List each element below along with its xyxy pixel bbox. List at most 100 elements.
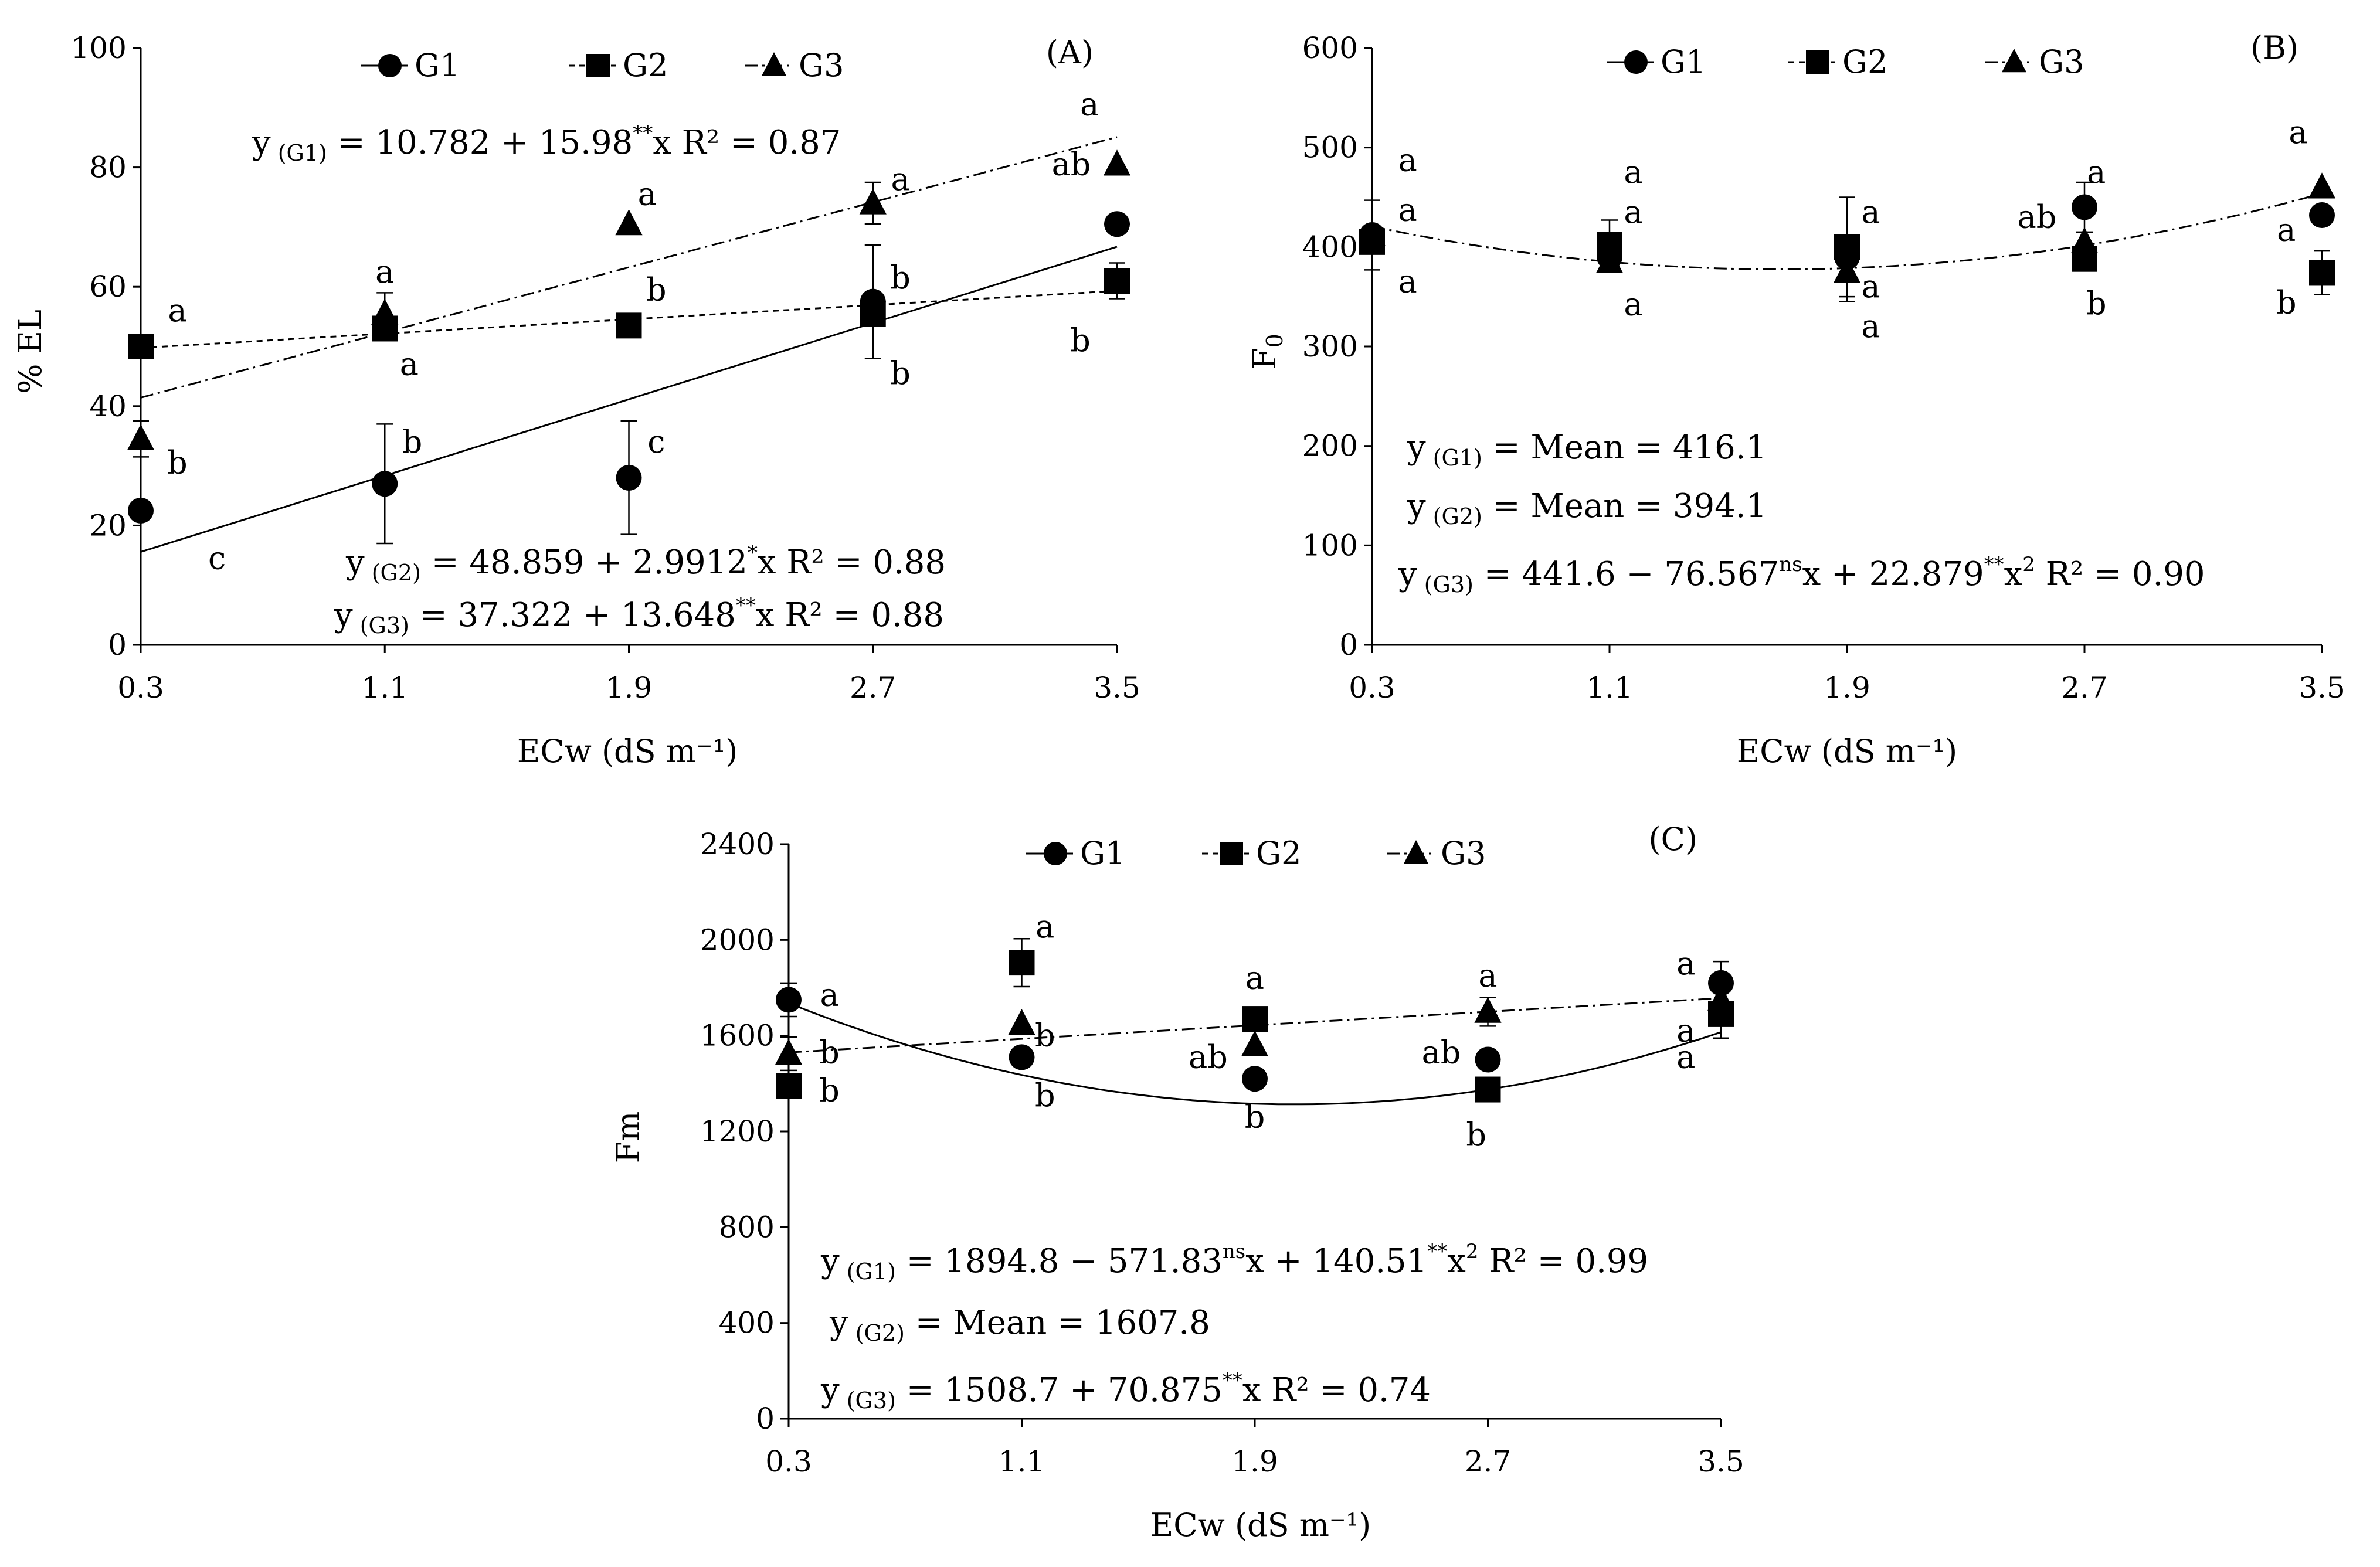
- significance-letter: a: [1676, 1038, 1695, 1075]
- legend-marker-square: [1220, 842, 1243, 865]
- data-point-g3: [1595, 247, 1624, 273]
- equation-part: = 48.859 + 2.9912: [421, 543, 748, 582]
- regression-equation-g2: y (G2) = Mean = 1607.8: [829, 1304, 1210, 1346]
- x-axis-label: ECw (dS m⁻¹): [1150, 1507, 1371, 1544]
- equation-part: 2: [1466, 1240, 1479, 1263]
- y-tick-label: 1600: [700, 1019, 775, 1053]
- significance-letter: a: [638, 175, 657, 212]
- significance-letter: b: [646, 271, 667, 308]
- data-point-g1: [1104, 211, 1130, 237]
- data-point-g2: [616, 312, 642, 339]
- equation-part: y: [820, 1242, 840, 1280]
- equation-part: x R² = 0.88: [758, 543, 946, 582]
- x-tick-label: 3.5: [1697, 1444, 1744, 1478]
- fit-line-g3: [788, 997, 1722, 1053]
- significance-letter: b: [2276, 284, 2297, 321]
- equation-part: R² = 0.99: [1479, 1242, 1649, 1280]
- equation-part: x + 22.879: [1802, 555, 1984, 593]
- data-point-g3: [2308, 172, 2336, 199]
- regression-equation-g2: y (G2) = Mean = 394.1: [1407, 487, 1767, 529]
- legend-label: G2: [623, 47, 668, 84]
- significance-letter: a: [1035, 908, 1054, 945]
- y-axis-label: % EL: [12, 310, 49, 394]
- data-point-g1: [776, 987, 802, 1013]
- significance-letter: b: [1466, 1116, 1486, 1153]
- data-point-g2: [860, 301, 886, 327]
- data-point-g3: [371, 298, 399, 325]
- panel-label: (A): [1046, 34, 1094, 71]
- significance-letter: ab: [1052, 146, 1091, 183]
- significance-letter: a: [1624, 154, 1642, 191]
- panel-c: 0 400 800 1200 1600 2000 2400 0.3 1.1 1.9 2.7 3.5 EC…: [610, 821, 1744, 1544]
- x-tick-label: 2.7: [850, 671, 897, 705]
- significance-letter: a: [375, 253, 394, 290]
- significance-letter: b: [167, 444, 188, 481]
- regression-equation-g1: y (G1) = Mean = 416.1: [1407, 429, 1767, 471]
- significance-letter: a: [1861, 268, 1880, 305]
- equation-part: 2: [2022, 553, 2035, 576]
- x-tick-label: 2.7: [2061, 671, 2108, 705]
- data-point-g3: [775, 1038, 803, 1065]
- equation-part: x R² = 0.74: [1242, 1371, 1431, 1409]
- equation-part: y: [829, 1304, 848, 1342]
- equation-part: (G3): [840, 1388, 896, 1413]
- y-tick-label: 0: [1339, 628, 1358, 662]
- data-point-g2: [128, 334, 154, 359]
- y-tick-label: 60: [89, 270, 127, 304]
- panel-a: 0 20 40 60 80 100 0.3 1.1 1.9 2.7 3.5 ECw (dS m⁻¹)%…: [12, 31, 1140, 770]
- significance-letter: b: [819, 1034, 840, 1070]
- legend-marker-circle: [1044, 842, 1067, 865]
- legend-label: G3: [1441, 835, 1486, 872]
- y-tick-label: 200: [1302, 429, 1358, 463]
- data-point-g3: [1241, 1030, 1269, 1056]
- equation-part: (G3): [353, 613, 409, 638]
- y-tick-label: 400: [719, 1306, 775, 1340]
- legend-marker-square: [1806, 50, 1829, 74]
- data-point-g2: [2309, 260, 2335, 286]
- equation-part: x: [1447, 1242, 1466, 1280]
- legend-label: G3: [799, 47, 844, 84]
- significance-letter: a: [1861, 193, 1880, 230]
- y-tick-label: 100: [1302, 528, 1358, 562]
- panel-b: 0 100 200 300 400 500 600 0.3 1.1 1.9 2.7 3.5 ECw (d…: [1246, 29, 2345, 770]
- significance-letter: c: [208, 539, 226, 576]
- y-tick-label: 40: [89, 389, 127, 423]
- significance-letter: a: [2087, 154, 2106, 191]
- equation-part: (G2): [848, 1320, 905, 1346]
- legend-marker-circle: [378, 54, 402, 77]
- significance-letter: a: [400, 346, 419, 383]
- y-tick-label: 80: [89, 151, 127, 185]
- equation-part: x + 140.51: [1245, 1242, 1427, 1280]
- significance-letter: a: [2277, 211, 2296, 248]
- equation-part: ns: [1779, 553, 1802, 576]
- data-point-g1: [128, 497, 154, 524]
- data-point-g1: [1009, 1044, 1035, 1070]
- equation-part: (G1): [840, 1259, 896, 1284]
- significance-letter: b: [890, 355, 911, 392]
- x-tick-label: 0.3: [117, 671, 164, 705]
- equation-part: y: [252, 124, 271, 162]
- fit-line-g3: [140, 136, 1118, 399]
- y-axis-label: F0: [1246, 334, 1288, 370]
- significance-letter: ab: [1422, 1034, 1461, 1070]
- data-point-g3: [615, 209, 643, 236]
- data-point-g2: [1242, 1006, 1268, 1032]
- equation-part: y: [1407, 429, 1426, 467]
- y-tick-label: 100: [71, 31, 127, 65]
- equation-part: **: [736, 594, 756, 617]
- y-axis-label-text: % EL: [12, 310, 49, 394]
- data-point-g3: [1474, 997, 1502, 1023]
- y-tick-label: 500: [1302, 131, 1358, 165]
- x-tick-label: 2.7: [1465, 1444, 1512, 1478]
- data-point-g3: [2070, 227, 2099, 253]
- equation-part: = Mean = 416.1: [1482, 429, 1767, 467]
- legend-label: G1: [415, 47, 460, 84]
- significance-letter: b: [402, 423, 423, 460]
- significance-letter: c: [647, 423, 665, 460]
- equation-part: *: [748, 541, 758, 565]
- regression-equation-g1: y (G1) = 10.782 + 15.98**x R² = 0.87: [252, 121, 841, 166]
- equation-part: = 1894.8 − 571.83: [896, 1242, 1223, 1280]
- equation-part: **: [1223, 1369, 1242, 1392]
- x-tick-label: 0.3: [765, 1444, 812, 1478]
